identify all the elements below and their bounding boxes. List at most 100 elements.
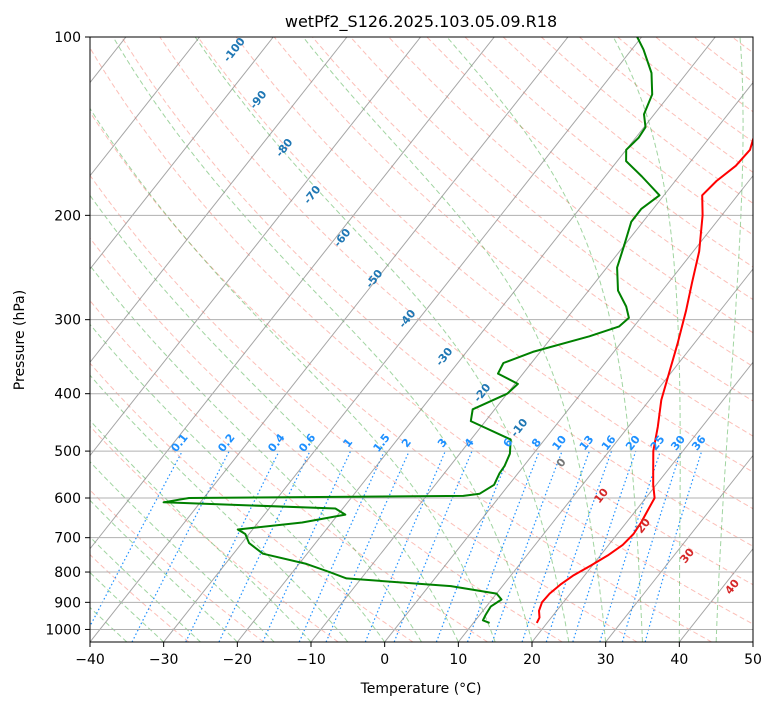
dewpoint-line <box>162 37 661 624</box>
dry-adiabat <box>197 37 753 510</box>
moist-adiabat <box>112 37 533 642</box>
mixing-ratio-line <box>491 450 563 642</box>
dry-adiabat <box>121 37 753 586</box>
y-tick-label: 500 <box>54 444 81 460</box>
dry-adiabat <box>90 425 339 642</box>
dry-adiabat <box>312 37 753 402</box>
mixing-ratio-label: 13 <box>577 433 597 453</box>
dry-adiabat <box>273 37 753 437</box>
isotherm-label: -70 <box>301 183 324 207</box>
dry-adiabat <box>655 37 753 113</box>
chart-title: wetPf2_S126.2025.103.05.09.R18 <box>285 12 557 32</box>
mixing-ratio-label: 16 <box>599 433 619 453</box>
y-tick-label: 100 <box>54 30 81 46</box>
isotherm-line <box>531 361 753 642</box>
moist-adiabat <box>90 461 275 642</box>
moist-adiabat-label: 30 <box>677 546 697 566</box>
mixing-ratio-label: 3 <box>435 436 450 450</box>
isotherm-label: -40 <box>396 307 419 331</box>
x-axis-label: Temperature (°C) <box>360 681 482 697</box>
dry-adiabat <box>90 489 264 642</box>
temperature-line <box>535 136 753 624</box>
moist-adiabat <box>90 107 496 642</box>
mixing-ratio-line <box>572 450 637 642</box>
isotherm-label: -10 <box>508 416 531 440</box>
x-tick-label: 10 <box>449 652 467 668</box>
moist-adiabat <box>302 37 607 642</box>
isotherm-line <box>90 37 201 177</box>
dry-adiabat <box>693 37 753 83</box>
isotherm-line <box>90 37 274 270</box>
mixing-ratio-line <box>131 450 230 642</box>
y-tick-label: 300 <box>54 313 81 329</box>
dry-adiabat <box>90 299 488 642</box>
mixing-ratio-line <box>325 450 410 642</box>
moist-adiabat <box>715 37 744 642</box>
mixing-ratio-line <box>466 450 540 642</box>
dry-adiabat <box>90 47 753 625</box>
plot-frame <box>89 36 754 643</box>
dry-adiabat <box>90 554 190 642</box>
x-tick-label: 30 <box>597 652 615 668</box>
zero-isotherm-label: 0 <box>554 456 569 470</box>
mixing-ratio-line <box>298 450 385 642</box>
dry-adiabat <box>350 37 753 368</box>
dry-adiabat <box>464 37 753 268</box>
y-tick-label: 900 <box>54 595 81 611</box>
mixing-ratio-line <box>545 450 613 642</box>
isotherm-line <box>752 641 753 642</box>
moist-adiabat-label: 10 <box>591 486 611 506</box>
y-tick-label: 1000 <box>45 622 81 638</box>
x-tick-label: 20 <box>523 652 541 668</box>
mixing-ratio-label: 2 <box>399 436 414 450</box>
isobar-grid <box>90 37 753 642</box>
isotherm-line <box>90 37 495 550</box>
dry-adiabat <box>731 37 753 54</box>
isotherm-line <box>457 268 753 642</box>
isotherm-label: -80 <box>273 136 296 160</box>
y-tick-label: 400 <box>54 387 81 403</box>
y-tick-label: 600 <box>54 491 81 507</box>
y-tick-label: 800 <box>54 565 81 581</box>
isotherm-line <box>384 174 753 642</box>
mixing-ratio-line <box>90 450 183 628</box>
dry-adiabat <box>426 37 753 301</box>
isotherm-line <box>163 37 643 642</box>
moist-adiabat <box>90 374 349 642</box>
moist-adiabat <box>194 37 570 642</box>
isotherm-line <box>236 37 716 642</box>
moist-adiabat <box>90 323 386 642</box>
isotherm-line <box>90 37 348 364</box>
isotherm-label: -100 <box>221 35 248 65</box>
mixing-ratio-label: 10 <box>550 433 570 453</box>
moist-adiabat <box>90 194 459 642</box>
isotherm-line <box>310 81 753 642</box>
x-tick-label: −10 <box>296 652 326 668</box>
mixing-ratio-line <box>521 450 590 642</box>
x-tick-label: 40 <box>670 652 688 668</box>
dry-adiabat <box>90 237 563 642</box>
mixing-ratio-line <box>364 450 446 642</box>
mixing-ratio-label: 20 <box>623 433 643 453</box>
mixing-ratio-label: 1 <box>340 436 355 450</box>
mixing-ratio-label: 25 <box>648 433 668 453</box>
mixing-ratio-line <box>599 450 661 642</box>
x-axis-ticks: −40 −30 −20 −10 0 10 20 30 40 50 <box>75 642 762 668</box>
mixing-ratio-line <box>435 450 512 642</box>
dry-adiabat <box>90 174 638 642</box>
line-labels: -100-90-80-70-60-50-40-30-20-10010203040… <box>168 35 742 597</box>
dry-adiabat <box>770 37 775 642</box>
isotherm-line <box>90 37 422 457</box>
mixing-ratio-line <box>262 450 352 642</box>
background-lines <box>90 37 775 642</box>
isotherm-label: -30 <box>433 345 456 369</box>
moist-adiabat <box>90 536 201 642</box>
isotherm-line <box>90 37 569 642</box>
mixing-ratio-line <box>621 450 682 642</box>
dry-adiabat <box>90 111 712 642</box>
isotherm-label: -50 <box>363 267 386 291</box>
y-tick-label: 700 <box>54 531 81 547</box>
x-tick-label: −20 <box>223 652 253 668</box>
profile-lines <box>162 37 753 624</box>
